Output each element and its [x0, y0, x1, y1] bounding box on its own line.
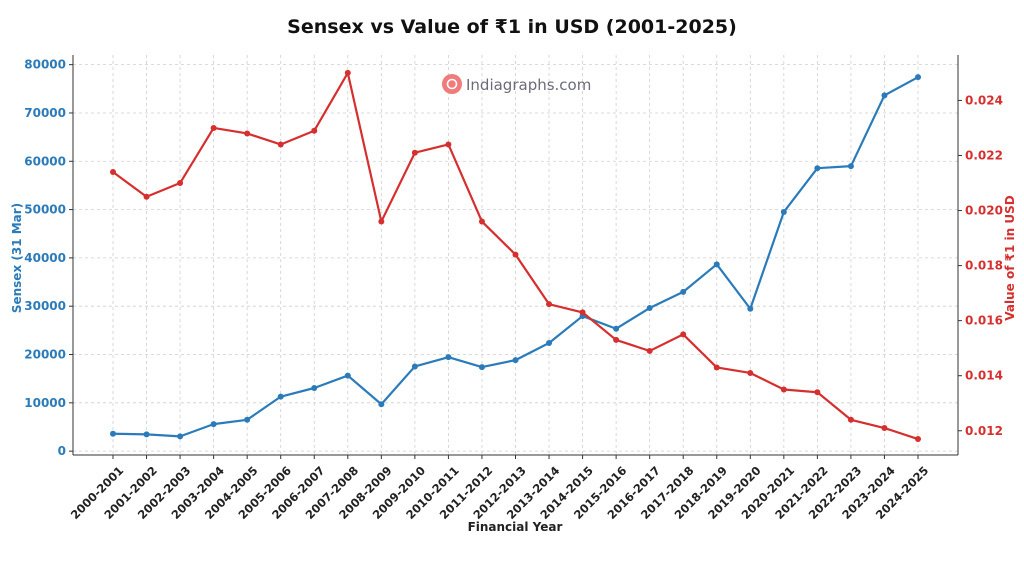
inr-usd-point [210, 124, 217, 131]
x-axis-label: Financial Year [468, 520, 563, 534]
sensex-point [311, 384, 318, 391]
sensex-point [814, 165, 821, 172]
sensex-point [411, 363, 418, 370]
sensex-point [378, 401, 385, 408]
inr-usd-point [814, 389, 821, 396]
inr-usd-point [847, 416, 854, 423]
sensex-point [445, 354, 452, 361]
inr-usd-point [110, 168, 116, 175]
y-left-tick-label: 0 [58, 444, 66, 458]
sensex-point [512, 357, 519, 364]
inr-usd-point [143, 193, 150, 200]
sensex-point [680, 288, 687, 295]
inr-usd-point [680, 331, 687, 338]
y-left-tick-label: 80000 [24, 58, 66, 72]
inr-usd-point [478, 218, 485, 225]
inr-usd-point [378, 218, 385, 225]
series-layer [110, 69, 921, 443]
sensex-point [915, 74, 921, 81]
sensex-point [546, 339, 553, 346]
sensex-point [646, 305, 653, 312]
watermark: Indiagraphs.com [442, 74, 591, 94]
inr-usd-point [512, 251, 519, 258]
sensex-point [713, 261, 720, 268]
y-right-tick-label: 0.014 [965, 369, 1003, 383]
inr-usd-point [881, 425, 888, 432]
indiagraphs-logo-icon [442, 74, 462, 94]
y-left-axis-label: Sensex (31 Mar) [10, 203, 24, 313]
inr-usd-point [613, 336, 620, 343]
sensex-point [747, 305, 754, 312]
sensex-point [780, 208, 787, 215]
grid-layer [73, 55, 958, 455]
inr-usd-point [177, 180, 184, 187]
y-right-tick-label: 0.024 [965, 93, 1003, 107]
sensex-point [177, 433, 184, 440]
sensex-point [244, 416, 251, 423]
y-left-tick-label: 40000 [24, 251, 66, 265]
y-right-tick-label: 0.018 [965, 259, 1003, 273]
y-right-tick-label: 0.022 [965, 148, 1003, 162]
sensex-point [847, 163, 854, 170]
y-right-tick-label: 0.016 [965, 314, 1003, 328]
inr-usd-point [311, 127, 318, 134]
chart-title: Sensex vs Value of ₹1 in USD (2001-2025) [287, 16, 737, 38]
inr-usd-point [244, 130, 251, 137]
inr-usd-point [579, 309, 586, 316]
y-right-axis-label: Value of ₹1 in USD [1003, 195, 1017, 320]
inr-usd-point [747, 369, 754, 376]
y-left-tick-label: 70000 [24, 106, 66, 120]
sensex-point [881, 92, 888, 99]
inr-usd-point [546, 301, 553, 308]
y-right-tick-label: 0.020 [965, 204, 1003, 218]
y-left-tick-label: 20000 [24, 348, 66, 362]
y-left-tick-label: 50000 [24, 203, 66, 217]
inr-usd-point [915, 436, 921, 443]
inr-usd-point [445, 141, 452, 148]
sensex-point [143, 431, 150, 438]
y-left-tick-label: 30000 [24, 299, 66, 313]
inr-usd-point [277, 141, 284, 148]
sensex-point [344, 372, 351, 379]
inr-usd-point [646, 347, 653, 354]
inr-usd-point [411, 149, 418, 156]
inr-usd-point [713, 364, 720, 371]
y-left-tick-label: 60000 [24, 154, 66, 168]
sensex-point [110, 430, 116, 437]
y-right-tick-label: 0.012 [965, 424, 1003, 438]
indiagraphs-logo-inner [446, 78, 458, 90]
inr-usd-point [344, 69, 351, 76]
sensex-point [277, 393, 284, 400]
y-left-tick-label: 10000 [24, 396, 66, 410]
ticks-layer: 0 10000 20000 30000 40000 50000 60000 70000 8000… [24, 58, 1003, 522]
sensex-point [210, 421, 217, 428]
sensex-point [613, 325, 620, 332]
sensex-point [478, 364, 485, 371]
watermark-text: Indiagraphs.com [466, 76, 591, 94]
inr-usd-point [780, 386, 787, 393]
